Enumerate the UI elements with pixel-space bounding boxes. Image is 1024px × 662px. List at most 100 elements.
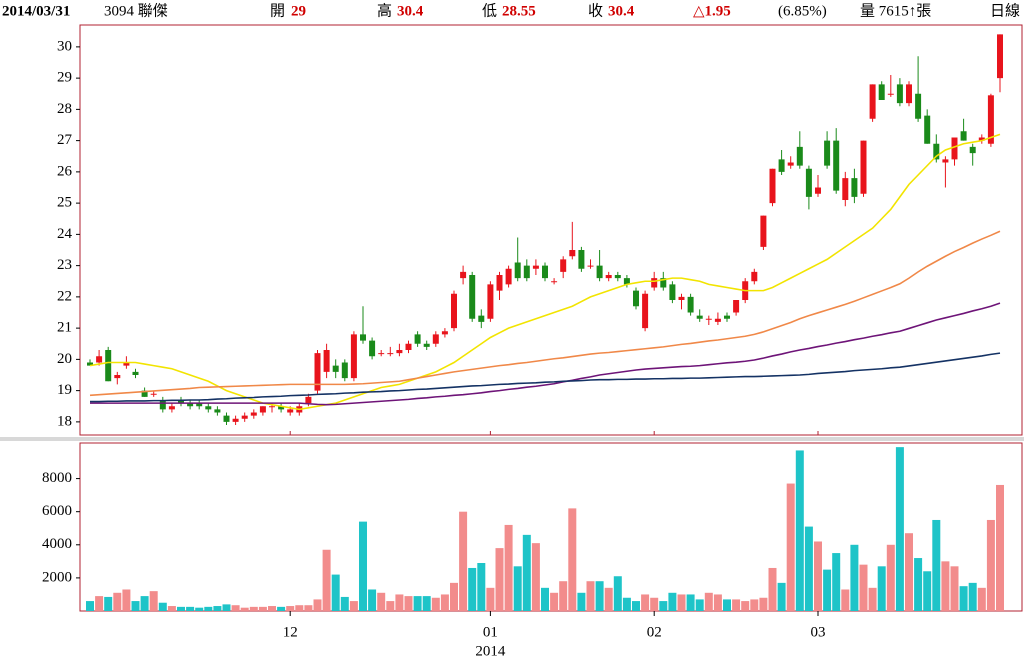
volume-bar bbox=[149, 591, 158, 611]
volume-bar bbox=[222, 604, 231, 611]
volume-bar bbox=[440, 594, 449, 611]
label: 高 bbox=[377, 2, 392, 19]
candle-body bbox=[714, 318, 721, 322]
candle-body bbox=[496, 275, 503, 291]
y-tick-label: 22 bbox=[57, 288, 72, 304]
volume-bar bbox=[167, 606, 176, 611]
volume-bar bbox=[586, 581, 595, 611]
candle-body bbox=[824, 140, 831, 166]
candle-body bbox=[569, 250, 576, 257]
candle-body bbox=[887, 93, 894, 95]
candle-body bbox=[560, 259, 567, 272]
volume-bar bbox=[204, 606, 213, 611]
y-tick-label: 26 bbox=[57, 163, 73, 179]
moving-average bbox=[89, 230, 1001, 397]
candle-body bbox=[232, 418, 239, 422]
volume-bar bbox=[659, 601, 668, 611]
candle-body bbox=[396, 350, 403, 354]
candle-body bbox=[796, 146, 803, 166]
header: 2014/03/31 3094 聯傑 開 29 高 30.4 低 28.55 收… bbox=[2, 2, 1020, 19]
volume-bar bbox=[158, 602, 167, 611]
volume-bar bbox=[786, 483, 795, 611]
candle-body bbox=[314, 353, 321, 391]
y-tick-label: 20 bbox=[57, 351, 72, 367]
candle-body bbox=[687, 296, 694, 313]
change: △1.95 bbox=[693, 3, 731, 19]
candle-body bbox=[114, 375, 121, 379]
candle-body bbox=[178, 400, 184, 404]
candle-body bbox=[969, 146, 976, 154]
candle-body bbox=[514, 262, 521, 279]
volume-bar bbox=[186, 606, 195, 611]
volume-bar bbox=[632, 601, 640, 611]
candle-body bbox=[196, 403, 203, 407]
volume-bar bbox=[950, 566, 959, 611]
candle-body bbox=[478, 315, 485, 322]
candle-body bbox=[141, 390, 148, 397]
candle-body bbox=[332, 365, 339, 372]
candle-body bbox=[305, 396, 312, 404]
volume-bar bbox=[295, 605, 304, 611]
candle-body bbox=[441, 331, 448, 335]
y-tick-label: 24 bbox=[57, 226, 73, 242]
volume-bar bbox=[122, 589, 131, 611]
candle-body bbox=[341, 362, 348, 379]
candle-body bbox=[505, 268, 512, 285]
volume-bar bbox=[604, 587, 613, 611]
candle-body bbox=[432, 334, 439, 344]
candle-body bbox=[523, 265, 530, 279]
volume-bar bbox=[258, 606, 267, 611]
volume-bar bbox=[213, 606, 222, 611]
volume-bar bbox=[832, 553, 841, 611]
volume-bar bbox=[277, 606, 286, 611]
candle-body bbox=[860, 140, 867, 194]
candle-body bbox=[633, 290, 639, 307]
candle-body bbox=[623, 278, 630, 285]
volume-bar bbox=[877, 566, 886, 611]
value: 30.4 bbox=[397, 3, 424, 19]
candle-body bbox=[842, 178, 849, 200]
candle-body bbox=[360, 334, 366, 341]
candle-body bbox=[168, 406, 175, 410]
x-tick-label: 02 bbox=[647, 624, 662, 640]
candle-body bbox=[87, 362, 93, 366]
volume-bar bbox=[195, 607, 204, 611]
candle-body bbox=[733, 300, 740, 313]
candle-body bbox=[369, 340, 376, 357]
volume-bar bbox=[104, 596, 113, 611]
volume-bar bbox=[322, 549, 331, 611]
volume-bar bbox=[131, 601, 140, 611]
y-tick-label: 2000 bbox=[42, 569, 72, 585]
x-tick-label: 12 bbox=[283, 624, 298, 640]
y-tick-label: 29 bbox=[57, 70, 72, 86]
volume-bar bbox=[886, 544, 895, 611]
volume-bar bbox=[750, 599, 759, 611]
candle-body bbox=[851, 178, 858, 197]
candle-body bbox=[978, 137, 985, 141]
candle-body bbox=[187, 403, 194, 407]
y-tick-label: 4000 bbox=[42, 536, 72, 552]
volume-bar bbox=[313, 599, 322, 611]
candle-body bbox=[159, 400, 166, 410]
price-frame bbox=[79, 24, 1023, 436]
separator bbox=[0, 437, 1024, 441]
candle-body bbox=[241, 415, 248, 419]
volume-bar bbox=[431, 597, 440, 611]
year-label: 2014 bbox=[475, 643, 506, 659]
volume: 量 7615↑張 bbox=[860, 3, 931, 19]
y-tick-label: 25 bbox=[57, 195, 72, 211]
volume-bar bbox=[695, 599, 704, 611]
candle-body bbox=[487, 284, 494, 319]
moving-average bbox=[89, 133, 1001, 411]
y-tick-label: 27 bbox=[57, 132, 73, 148]
volume-bar bbox=[368, 589, 377, 611]
y-tick-label: 6000 bbox=[42, 503, 72, 519]
volume-bar bbox=[559, 581, 568, 611]
volume-bar bbox=[268, 606, 276, 611]
volume-bar bbox=[531, 543, 540, 611]
volume-bar bbox=[986, 519, 995, 611]
volume-bar bbox=[859, 564, 868, 611]
volume-bar bbox=[959, 586, 968, 611]
label: 低 bbox=[482, 2, 497, 19]
volume-bar bbox=[404, 596, 413, 611]
